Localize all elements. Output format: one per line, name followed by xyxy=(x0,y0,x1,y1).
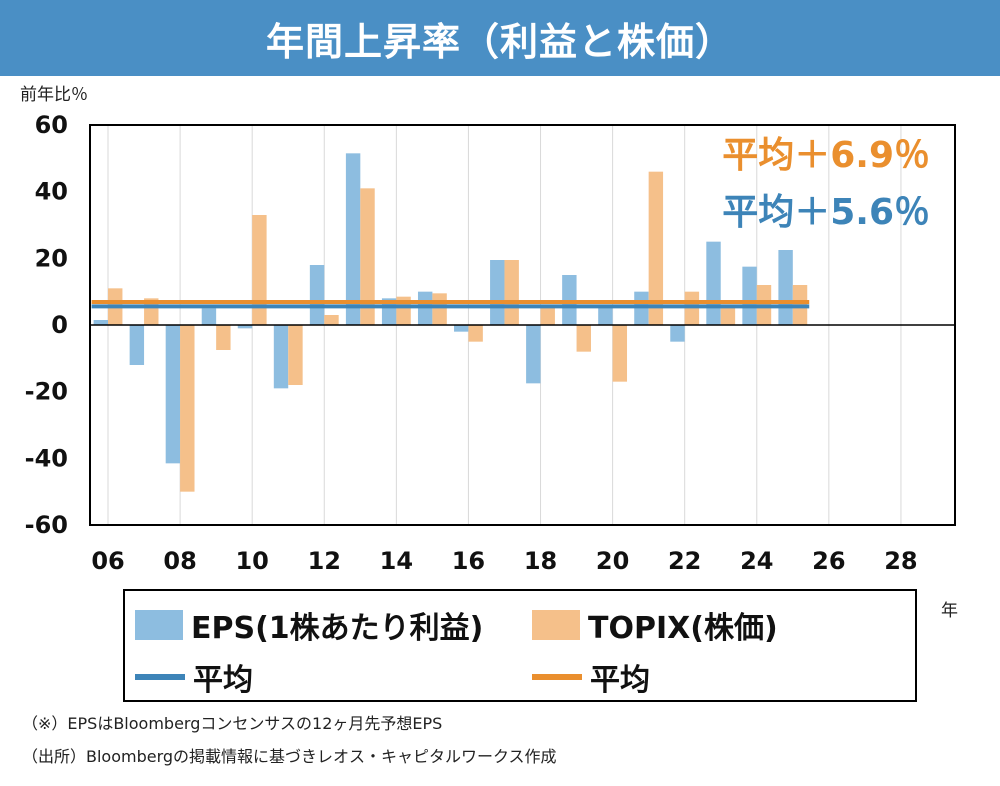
footnotes: （※）EPSはBloombergコンセンサスの12ヶ月先予想EPS （出所）Bl… xyxy=(22,711,557,777)
y-tick-label: -20 xyxy=(25,378,68,406)
x-tick-label-12: 12 xyxy=(308,547,341,575)
bar-topix-2010 xyxy=(252,215,267,325)
legend-swatch-topix xyxy=(532,610,580,640)
bar-eps-2020 xyxy=(598,305,613,325)
x-tick-label-08: 08 xyxy=(163,547,196,575)
y-tick-label: 0 xyxy=(51,311,68,339)
legend-item-topix-average: 平均 xyxy=(532,655,650,699)
bar-eps-2018 xyxy=(526,325,541,384)
legend-label-eps: EPS(1株あたり利益) xyxy=(191,611,484,646)
y-tick-label: -40 xyxy=(25,444,68,472)
bar-eps-2007 xyxy=(129,325,145,365)
bar-eps-2023 xyxy=(706,241,721,325)
y-tick-label: 60 xyxy=(35,111,68,139)
legend-item-eps-average: 平均 xyxy=(135,655,253,699)
bar-topix-2020 xyxy=(612,325,628,382)
bar-chart: 60 40 20 0 -20 -40 -60 06 08 10 12 14 16 18 20 22 24 26 28… xyxy=(25,111,956,575)
bar-eps-2006 xyxy=(93,320,109,325)
legend-item-eps: EPS(1株あたり利益) xyxy=(135,603,483,647)
bar-eps-2022 xyxy=(670,325,685,342)
bar-topix-2009 xyxy=(216,325,231,350)
legend-label-topix: TOPIX(株価) xyxy=(588,611,778,646)
x-axis-label: 年 xyxy=(941,601,958,621)
bar-eps-2017 xyxy=(490,260,505,325)
bar-topix-2012 xyxy=(324,315,339,325)
legend: EPS(1株あたり利益) TOPIX(株価) 平均 平均 xyxy=(123,589,917,702)
bar-topix-2021 xyxy=(648,171,664,325)
legend-swatch-eps xyxy=(135,610,183,640)
y-tick-label: 20 xyxy=(35,244,68,272)
x-tick-label-28: 28 xyxy=(884,547,917,575)
bar-eps-2010 xyxy=(237,325,253,329)
bar-eps-2013 xyxy=(345,153,361,325)
x-tick-label-14: 14 xyxy=(380,547,413,575)
bar-topix-2023 xyxy=(720,305,736,325)
bar-topix-2018 xyxy=(540,305,555,325)
bar-topix-2016 xyxy=(468,325,483,342)
legend-swatch-eps-average xyxy=(135,674,185,680)
x-tick-label-22: 22 xyxy=(668,547,701,575)
footnote-eps-definition: （※）EPSはBloombergコンセンサスの12ヶ月先予想EPS xyxy=(22,714,443,733)
legend-item-topix: TOPIX(株価) xyxy=(532,603,778,647)
bar-topix-2015 xyxy=(432,293,447,325)
y-tick-label: 40 xyxy=(35,178,68,206)
title-bar: 年間上昇率（利益と株価） xyxy=(0,0,1000,76)
bar-eps-2024 xyxy=(742,266,757,325)
legend-swatch-topix-average xyxy=(532,674,582,680)
footnote-source: （出所）Bloombergの掲載情報に基づきレオス・キャピタルワークス作成 xyxy=(22,747,557,766)
bar-eps-2012 xyxy=(309,265,325,325)
y-axis-label: 前年比％ xyxy=(20,85,88,105)
y-tick-label: -60 xyxy=(25,511,68,539)
bar-topix-2013 xyxy=(360,188,375,325)
x-tick-label-16: 16 xyxy=(452,547,485,575)
x-tick-label-26: 26 xyxy=(812,547,845,575)
chart-title: 年間上昇率（利益と株価） xyxy=(265,19,734,64)
bar-topix-2017 xyxy=(504,260,519,325)
bar-eps-2011 xyxy=(273,325,289,389)
legend-label-eps-average: 平均 xyxy=(193,663,253,698)
x-tick-label-24: 24 xyxy=(740,547,773,575)
legend-label-topix-average: 平均 xyxy=(590,663,650,698)
average-annotation-eps: 平均＋5.6％ xyxy=(722,192,930,233)
bar-topix-2008 xyxy=(180,325,195,492)
plot-frame xyxy=(89,124,956,526)
bar-topix-2019 xyxy=(576,325,591,352)
x-tick-label-10: 10 xyxy=(235,547,268,575)
average-annotation-topix: 平均＋6.9％ xyxy=(722,135,930,176)
x-tick-label-20: 20 xyxy=(596,547,629,575)
x-tick-label-06: 06 xyxy=(91,547,124,575)
x-tick-label-18: 18 xyxy=(524,547,557,575)
bar-topix-2011 xyxy=(288,325,303,385)
bar-eps-2008 xyxy=(165,325,181,464)
bar-eps-2025 xyxy=(778,250,793,325)
bar-eps-2009 xyxy=(201,308,217,325)
bar-eps-2016 xyxy=(454,325,469,332)
